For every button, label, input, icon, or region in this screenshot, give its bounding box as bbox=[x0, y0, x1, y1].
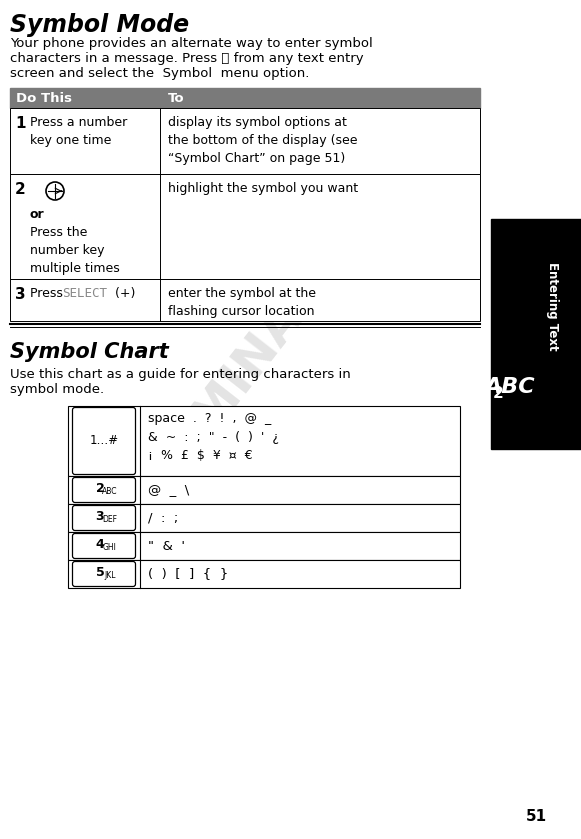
Text: 2: 2 bbox=[96, 482, 105, 496]
Text: screen and select the  Symbol  menu option.: screen and select the Symbol menu option… bbox=[10, 67, 309, 80]
Text: Symbol Mode: Symbol Mode bbox=[10, 13, 189, 37]
Bar bbox=[10, 88, 480, 108]
Bar bbox=[68, 406, 460, 476]
Text: 3: 3 bbox=[15, 287, 26, 302]
Text: 2: 2 bbox=[15, 182, 26, 197]
Text: or: or bbox=[30, 208, 45, 221]
Text: 1…#: 1…# bbox=[89, 435, 119, 447]
Bar bbox=[68, 504, 460, 532]
Text: PRELIMINARY: PRELIMINARY bbox=[84, 234, 356, 564]
Text: SELECT: SELECT bbox=[62, 287, 107, 300]
Text: Press the
number key
multiple times: Press the number key multiple times bbox=[30, 226, 120, 275]
Text: 51: 51 bbox=[525, 809, 547, 824]
Text: @  _  \: @ _ \ bbox=[148, 483, 189, 497]
Text: 1: 1 bbox=[15, 116, 26, 131]
Text: ABC: ABC bbox=[102, 487, 118, 497]
Text: To: To bbox=[168, 91, 185, 105]
Bar bbox=[10, 174, 480, 279]
Text: enter the symbol at the
flashing cursor location: enter the symbol at the flashing cursor … bbox=[168, 287, 316, 318]
FancyBboxPatch shape bbox=[73, 506, 135, 530]
FancyBboxPatch shape bbox=[73, 408, 135, 475]
Text: Use this chart as a guide for entering characters in: Use this chart as a guide for entering c… bbox=[10, 368, 351, 381]
Text: Press: Press bbox=[30, 287, 67, 300]
Text: /  :  ;: / : ; bbox=[148, 512, 178, 524]
Text: ABC: ABC bbox=[485, 377, 535, 397]
Text: symbol mode.: symbol mode. bbox=[10, 383, 104, 396]
Text: (  )  [  ]  {  }: ( ) [ ] { } bbox=[148, 567, 228, 581]
Text: 3: 3 bbox=[96, 510, 105, 524]
FancyBboxPatch shape bbox=[73, 534, 135, 559]
Text: characters in a message. Press Ⓜ from any text entry: characters in a message. Press Ⓜ from an… bbox=[10, 52, 364, 65]
Text: Entering Text: Entering Text bbox=[547, 262, 560, 351]
Text: display its symbol options at
the bottom of the display (see
“Symbol Chart” on p: display its symbol options at the bottom… bbox=[168, 116, 357, 165]
Text: (+): (+) bbox=[111, 287, 135, 300]
Bar bbox=[68, 476, 460, 504]
FancyBboxPatch shape bbox=[73, 477, 135, 503]
Bar bbox=[68, 532, 460, 560]
Text: Do This: Do This bbox=[16, 91, 72, 105]
Bar bbox=[68, 560, 460, 588]
Text: "  &  ': " & ' bbox=[148, 539, 185, 553]
Text: 2: 2 bbox=[493, 387, 503, 402]
Bar bbox=[10, 279, 480, 321]
Text: 4: 4 bbox=[96, 539, 105, 551]
Text: Your phone provides an alternate way to enter symbol: Your phone provides an alternate way to … bbox=[10, 37, 373, 50]
Bar bbox=[10, 108, 480, 174]
FancyBboxPatch shape bbox=[73, 561, 135, 586]
Text: GHI: GHI bbox=[103, 544, 117, 553]
Text: Press a number
key one time: Press a number key one time bbox=[30, 116, 127, 147]
Text: space  .  ?  !  ,  @  _
&  ~  :  ;  "  -  (  )  '  ¿
¡  %  £  $  ¥  ¤  €: space . ? ! , @ _ & ~ : ; " - ( ) ' ¿ ¡ … bbox=[148, 412, 279, 462]
Text: highlight the symbol you want: highlight the symbol you want bbox=[168, 182, 358, 195]
Text: Symbol Chart: Symbol Chart bbox=[10, 342, 168, 362]
Text: JKL: JKL bbox=[104, 571, 116, 581]
Text: 5: 5 bbox=[96, 566, 105, 580]
Bar bbox=[491, 219, 581, 449]
Text: DEF: DEF bbox=[102, 515, 117, 524]
